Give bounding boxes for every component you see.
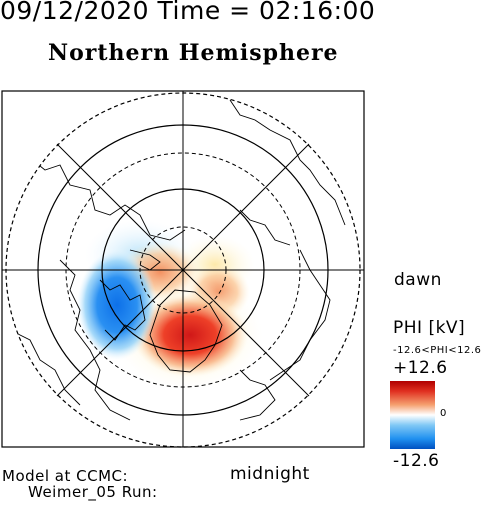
colorbar-max-label: +12.6	[393, 358, 448, 378]
potential-pattern	[77, 220, 263, 390]
meridian-lines	[2, 91, 364, 447]
model-info-line1: Model at CCMC:	[2, 467, 129, 485]
date-time-title: 09/12/2020 Time = 02:16:00	[0, 0, 376, 25]
colorbar-range: -12.6<PHI<12.6	[393, 345, 482, 356]
midnight-label: midnight	[230, 464, 310, 484]
model-info-line2: Weimer_05 Run:	[28, 483, 158, 501]
hemisphere-title: Northern Hemisphere	[48, 40, 339, 66]
dawn-label: dawn	[394, 270, 442, 290]
colorbar-gradient	[390, 381, 435, 449]
polar-potential-map	[1, 90, 365, 448]
colorbar-zero-label: 0	[440, 408, 447, 419]
colorbar-min-label: -12.6	[393, 451, 440, 471]
colorbar-title: PHI [kV]	[393, 318, 466, 338]
